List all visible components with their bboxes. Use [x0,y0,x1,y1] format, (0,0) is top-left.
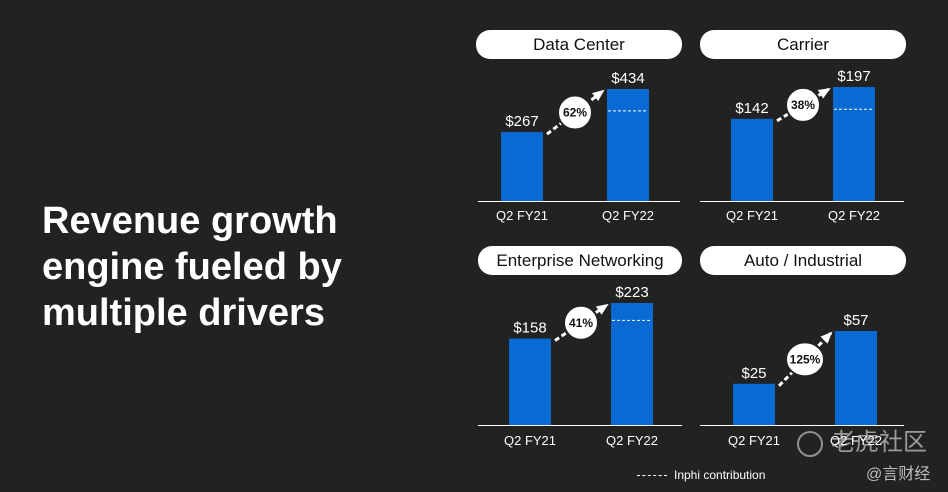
chart-panel-data-center: Data Center $267 Q2 FY21 $434 Q2 FY22 62% [476,30,684,230]
watermark-line-1: 老虎社区 [831,429,927,456]
headline: Revenue growth engine fueled by multiple… [42,198,402,336]
growth-percent-label: 62% [563,106,587,120]
growth-arrow-line [777,331,833,387]
dashed-line-icon [637,475,667,477]
watermark-community: 老虎社区 [797,422,927,457]
bar [733,383,775,425]
bar-value-label: $158 [513,320,546,337]
arrow-head-icon [595,303,609,315]
bar [833,87,875,201]
bar-value-label: $57 [843,312,868,329]
bar-value-label: $142 [735,100,768,117]
chart-data-center: $267 Q2 FY21 $434 Q2 FY22 62% [478,70,680,223]
x-tick-label: Q2 FY21 [496,208,548,223]
bar-value-label: $434 [611,70,644,87]
growth-percent-label: 125% [790,352,821,366]
chart-panel-enterprise-networking: Enterprise Networking $158 Q2 FY21 $223 Q2 … [478,246,686,456]
growth-bubble [785,341,825,378]
bar [501,132,543,201]
bar-value-label: $197 [837,68,870,85]
legend-label: Inphi contribution [674,468,766,482]
growth-bubble [563,304,599,341]
chart-enterprise-networking: $158 Q2 FY21 $223 Q2 FY22 41% [478,284,682,448]
bar [731,118,773,201]
chart-title-pill: Carrier [700,30,906,59]
bar-value-label: $25 [741,365,766,382]
growth-arrow-line [776,87,830,123]
growth-percent-label: 38% [791,98,815,112]
x-tick-label: Q2 FY22 [828,208,880,223]
chart-title-pill: Auto / Industrial [700,246,906,275]
growth-bubble [785,86,821,123]
bar-value-label: $267 [505,113,538,130]
arrow-head-icon [592,89,605,102]
x-tick-label: Q2 FY21 [726,208,778,223]
tiger-logo-icon [797,430,823,457]
x-tick-label: Q2 FY22 [606,433,658,448]
growth-bubble [557,94,593,131]
chart-panel-carrier: Carrier $142 Q2 FY21 $197 Q2 FY22 38% [700,30,908,230]
headline-line-2: engine fueled by [42,246,342,288]
chart-panel-auto-industrial: Auto / Industrial $25 Q2 FY21 $57 Q2 FY22 12… [700,246,908,456]
arrow-head-icon [820,331,833,344]
legend: Inphi contribution [637,468,765,482]
growth-percent-label: 41% [569,316,593,330]
x-tick-label: Q2 FY21 [728,433,780,448]
x-tick-label: Q2 FY21 [504,433,556,448]
headline-line-1: Revenue growth [42,200,338,242]
headline-line-3: multiple drivers [42,292,325,334]
watermark-author: @言财经 [866,466,931,483]
chart-title-pill: Enterprise Networking [478,246,682,275]
bar-value-label: $223 [615,284,648,301]
bar [611,303,653,425]
x-tick-label: Q2 FY22 [602,208,654,223]
x-tick-label: Q2 FY22 [830,433,882,448]
bar [607,89,649,201]
growth-arrow-line [554,303,608,342]
arrow-head-icon [817,87,831,99]
chart-title-pill: Data Center [476,30,682,59]
chart-auto-industrial: $25 Q2 FY21 $57 Q2 FY22 125% [700,312,904,448]
bar [835,331,877,425]
bar [509,338,551,425]
chart-carrier: $142 Q2 FY21 $197 Q2 FY22 38% [700,68,904,223]
